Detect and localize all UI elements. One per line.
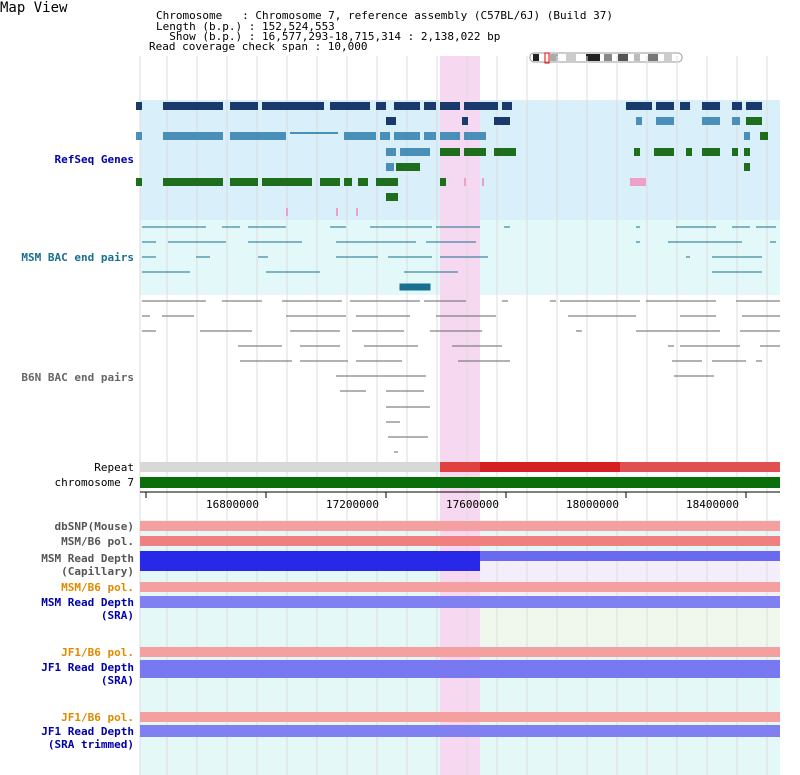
msm-b6-pol-label-1[interactable]: MSM/B6 pol.	[61, 535, 134, 548]
msm-b6-pol-track-1[interactable]	[140, 536, 780, 546]
jf1-sra-depth[interactable]	[140, 660, 780, 678]
coverage-info: Read coverage check span : 10,000	[149, 40, 368, 53]
page-title: Map View	[0, 0, 68, 16]
msm-sra-label[interactable]: MSM Read Depth (SRA)	[41, 596, 134, 622]
tick-label: 17200000	[326, 498, 379, 511]
tick-label: 18000000	[566, 498, 619, 511]
jf1-sra-trimmed-label[interactable]: JF1 Read Depth (SRA trimmed)	[41, 725, 134, 751]
tick-label: 18400000	[686, 498, 739, 511]
refseq-gene-features[interactable]	[136, 102, 768, 216]
msm-b6-pol-track-2[interactable]	[140, 582, 780, 592]
msm-bac-features[interactable]	[142, 226, 776, 291]
refseq-label[interactable]: RefSeq Genes	[54, 153, 134, 166]
jf1-sra-label[interactable]: JF1 Read Depth (SRA)	[41, 661, 134, 687]
msm-bac-label[interactable]: MSM BAC end pairs	[21, 251, 134, 264]
chromosome-ideogram[interactable]	[529, 52, 683, 64]
show-range-info: Show (b.p.) : 16,577,293-18,715,314 : 2,…	[156, 30, 501, 43]
jf1-b6-pol-label-1[interactable]: JF1/B6 pol.	[61, 646, 134, 659]
tick-label: 17600000	[446, 498, 499, 511]
jf1-b6-pol-track-1[interactable]	[140, 647, 780, 657]
dbsnp-label[interactable]: dbSNP(Mouse)	[54, 520, 134, 533]
repeat-track[interactable]	[140, 462, 780, 472]
msm-capillary-label[interactable]: MSM Read Depth (Capillary)	[41, 552, 134, 578]
chromosome-bar[interactable]	[140, 477, 780, 488]
tick-label: 16800000	[206, 498, 259, 511]
chromosome-label: chromosome 7	[54, 476, 134, 489]
msm-capillary-depth[interactable]	[140, 551, 480, 571]
b6n-bac-features[interactable]	[142, 300, 780, 453]
msm-sra-depth[interactable]	[140, 596, 780, 608]
length-info: Length (b.p.) : 152,524,553	[156, 20, 335, 33]
coordinate-axis	[140, 491, 780, 498]
jf1-sra-trimmed-depth[interactable]	[140, 725, 780, 737]
dbsnp-track[interactable]	[140, 521, 780, 531]
jf1-b6-pol-label-2[interactable]: JF1/B6 pol.	[61, 711, 134, 724]
repeat-label: Repeat	[94, 461, 134, 474]
b6n-bac-label[interactable]: B6N BAC end pairs	[21, 371, 134, 384]
chromosome-info: Chromosome : Chromosome 7, reference ass…	[156, 9, 613, 22]
msm-b6-pol-label-2[interactable]: MSM/B6 pol.	[61, 581, 134, 594]
jf1-b6-pol-track-2[interactable]	[140, 712, 780, 722]
